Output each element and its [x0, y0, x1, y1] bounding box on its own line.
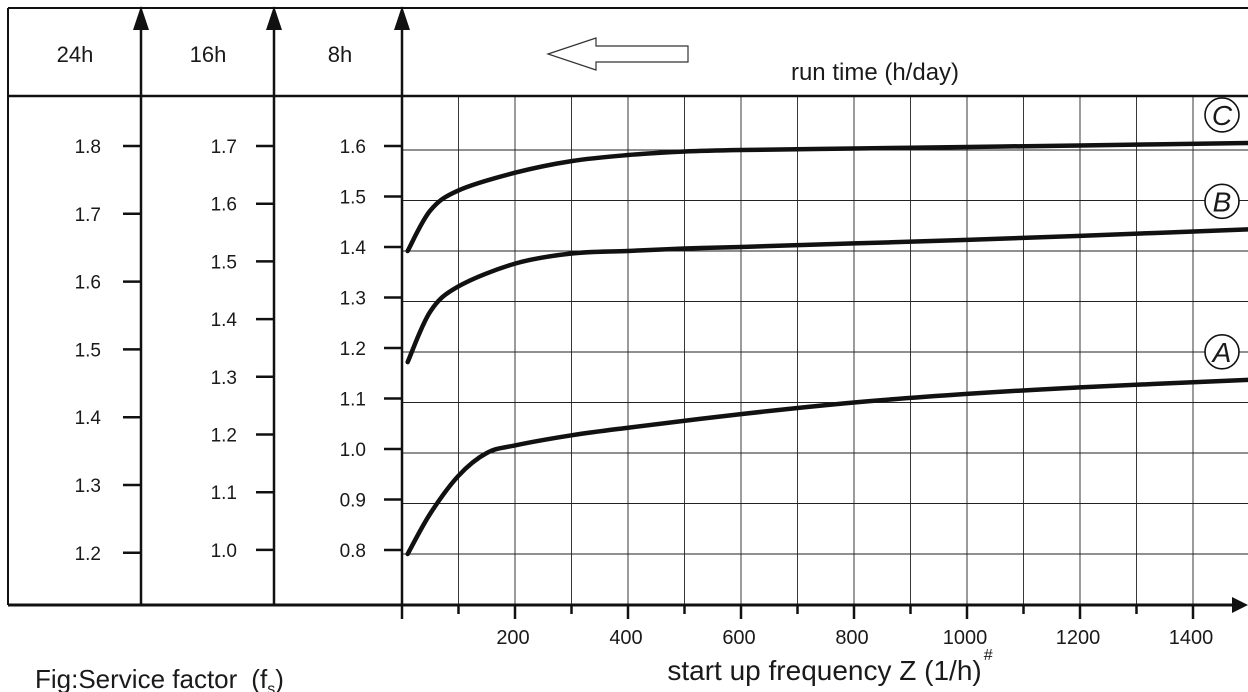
x-axis-arrow [1232, 597, 1248, 613]
y-tick-label: 1.5 [211, 252, 237, 273]
column-title-8h: 8h [328, 42, 352, 67]
curve-labels: C B A [1204, 97, 1240, 370]
y-tick-label: 1.6 [211, 195, 237, 216]
caption-symbol: (f [251, 664, 268, 692]
curves [405, 140, 1248, 557]
curve-a [405, 377, 1248, 557]
y-tick-label: 1.1 [340, 390, 366, 411]
x-tick-label: 1400 [1169, 627, 1214, 649]
y-tick-label: 1.4 [211, 310, 238, 331]
y-tick-label: 1.4 [75, 408, 102, 429]
column-axis-arrow [394, 6, 410, 30]
curve-b [405, 227, 1248, 365]
column-axis-arrow [266, 6, 282, 30]
y-tick-label: 1.3 [75, 476, 101, 497]
column-axes [133, 6, 410, 605]
column-title-16h: 16h [190, 42, 227, 67]
y-tick-label: 1.5 [75, 340, 101, 361]
y-tick-label: 1.4 [340, 238, 367, 259]
x-axis-label: start up frequency Z (1/h) # [667, 647, 992, 686]
y-tick-label: 1.7 [211, 137, 237, 158]
curve-label-circle [1204, 97, 1240, 133]
y-tick-label: 1.0 [340, 440, 366, 461]
y-tick-label: 1.2 [75, 544, 101, 565]
x-tick-label: 200 [496, 627, 529, 649]
y-tick-label: 1.2 [340, 339, 366, 360]
y-tick-label: 0.9 [340, 491, 366, 512]
x-axis-label-mark: # [984, 647, 993, 664]
chart-frame [7, 7, 1248, 607]
x-tick-label: 1000 [943, 627, 988, 649]
curve-label-c: C [1212, 100, 1233, 131]
figure-caption: Fig:Service factor (fs) [35, 664, 284, 692]
caption-text: Fig:Service factor [35, 664, 238, 692]
y-tick-label: 1.7 [75, 205, 101, 226]
x-tick-label: 1200 [1056, 627, 1101, 649]
y-tick-label: 1.0 [211, 541, 237, 562]
caption-close: ) [275, 664, 284, 692]
y-tick-label: 1.1 [211, 483, 237, 504]
y-tick-label: 1.6 [340, 137, 366, 158]
column-title-24h: 24h [57, 42, 94, 67]
y-tick-label: 1.3 [211, 368, 237, 389]
y-tick-label: 0.8 [340, 541, 366, 562]
y-tick-label: 1.5 [340, 188, 366, 209]
caption-subscript: s [267, 681, 275, 692]
axis-ticks: 1.8 1.7 1.6 1.5 1.4 1.3 1.2 1.7 1.6 1.5 1.4 1.3 1.2 1… [75, 137, 1214, 649]
grid [402, 96, 1248, 605]
y-tick-label: 1.6 [75, 273, 101, 294]
y-tick-label: 1.8 [75, 137, 101, 158]
x-tick-label: 400 [609, 627, 642, 649]
y-tick-label: 1.2 [211, 426, 237, 447]
run-time-label: run time (h/day) [791, 59, 959, 86]
x-tick-label: 600 [722, 627, 755, 649]
curve-label-circle [1204, 333, 1240, 370]
left-arrow-icon [546, 37, 689, 71]
curve-c [405, 140, 1248, 254]
y-tick-label: 1.3 [340, 289, 366, 310]
x-axis-label-text: start up frequency Z (1/h) [667, 655, 981, 686]
x-tick-label: 800 [835, 627, 868, 649]
column-axis-arrow [133, 6, 149, 30]
curve-label-circle [1204, 183, 1240, 220]
curve-label-a: A [1211, 337, 1232, 368]
curve-label-b: B [1213, 186, 1232, 217]
